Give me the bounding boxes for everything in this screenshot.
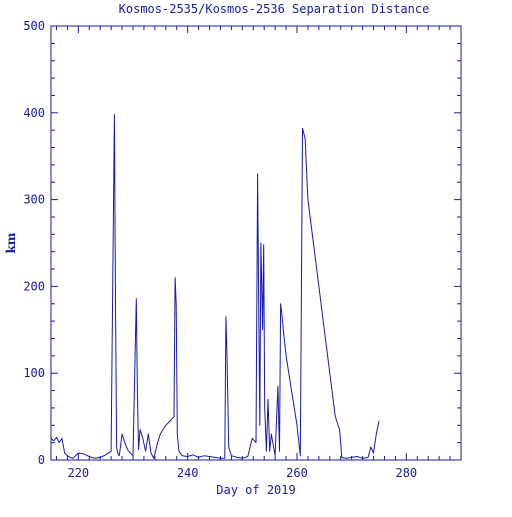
x-axis-label: Day of 2019 bbox=[216, 483, 295, 497]
plot-frame bbox=[50, 25, 462, 461]
y-axis-ticks: 0 100 200 300 400 500 bbox=[23, 19, 461, 467]
chart-title: Kosmos-2535/Kosmos-2536 Separation Dista… bbox=[119, 2, 430, 16]
y-tick-label: 300 bbox=[23, 193, 45, 207]
x-tick-label: 280 bbox=[395, 466, 417, 480]
y-tick-label: 200 bbox=[23, 279, 45, 293]
y-tick-label: 100 bbox=[23, 366, 45, 380]
x-tick-label: 220 bbox=[67, 466, 89, 480]
x-tick-label: 240 bbox=[177, 466, 199, 480]
separation-distance-line bbox=[50, 114, 380, 459]
y-tick-label: 500 bbox=[23, 19, 45, 33]
y-tick-label: 400 bbox=[23, 106, 45, 120]
x-tick-label: 260 bbox=[286, 466, 308, 480]
y-tick-label: 0 bbox=[38, 453, 45, 467]
y-axis-label: km bbox=[4, 232, 18, 253]
x-axis-ticks: 220 240 260 280 bbox=[55, 26, 462, 480]
